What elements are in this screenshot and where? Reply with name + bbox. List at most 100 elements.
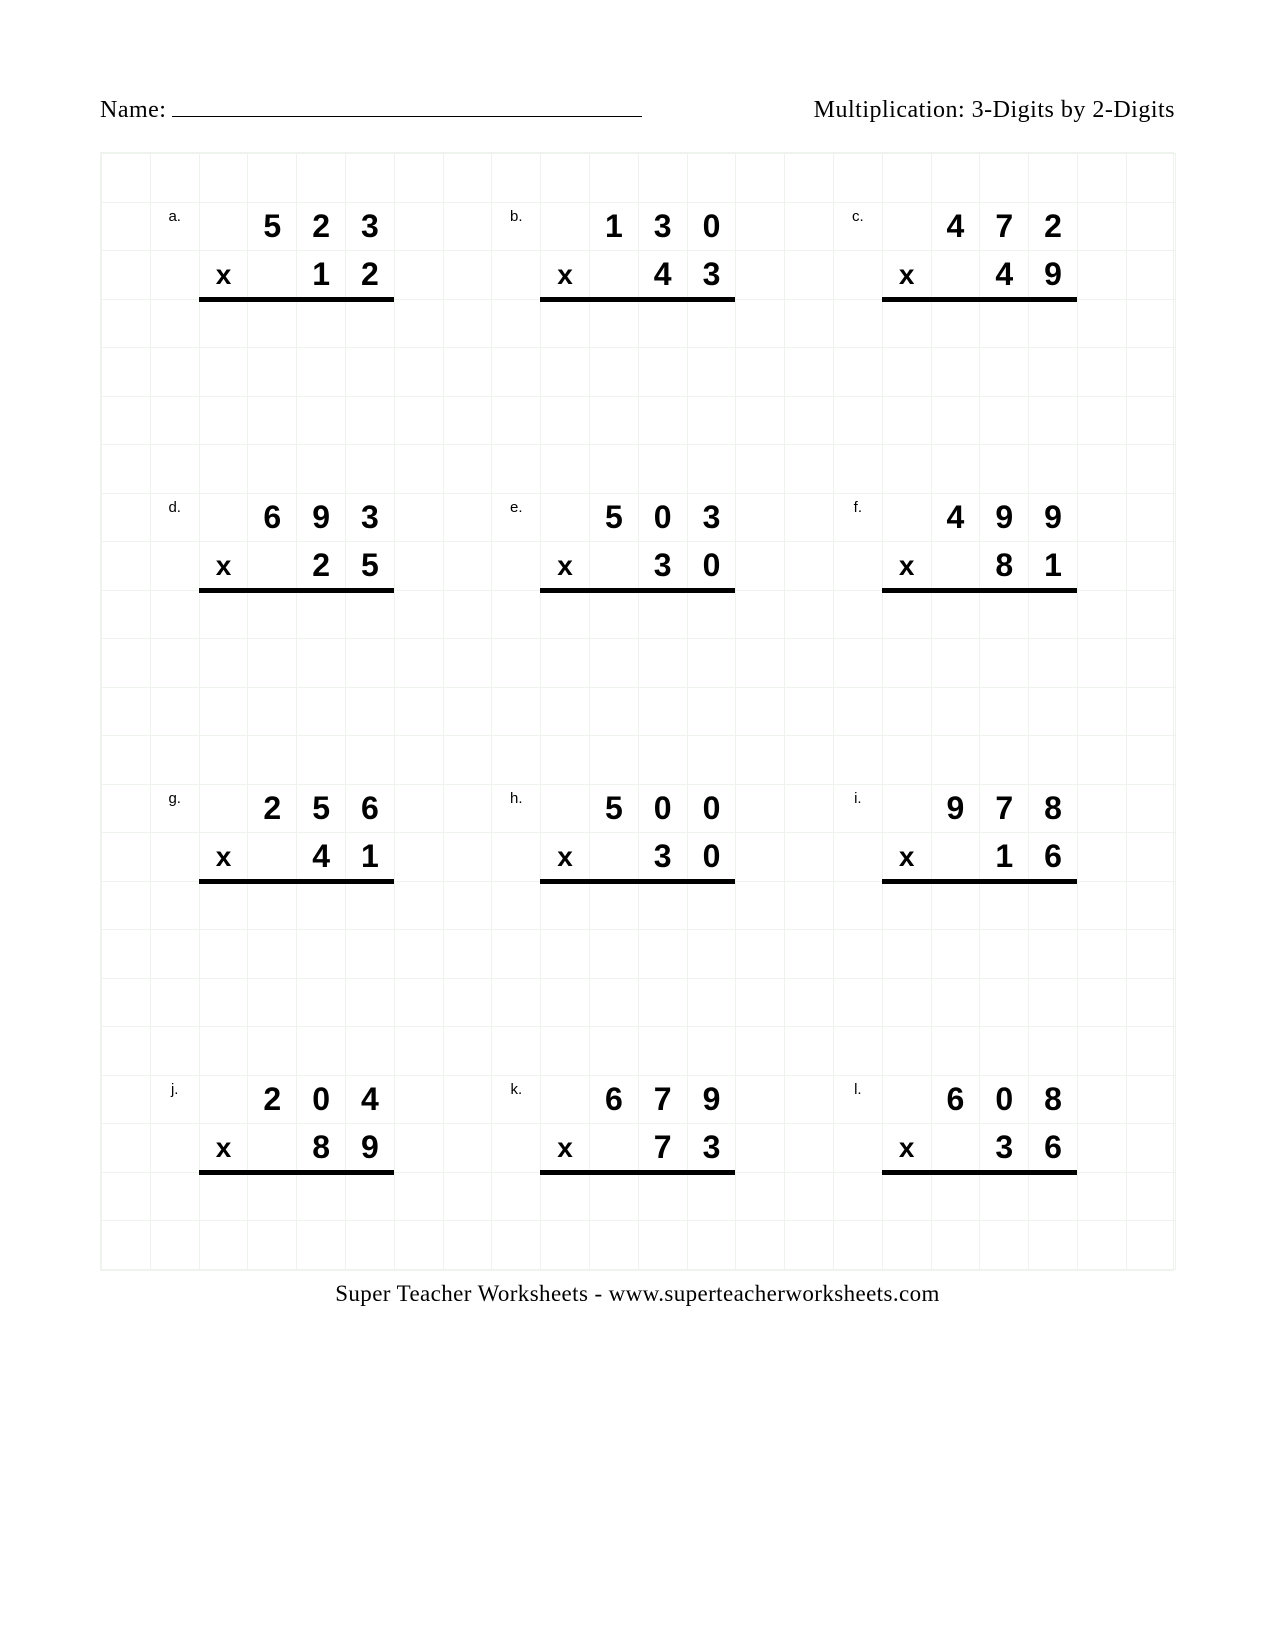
grid-cell [394, 639, 443, 688]
grid-cell [980, 396, 1029, 445]
digit-cell: 1 [1029, 542, 1078, 591]
grid-cell [882, 1027, 931, 1076]
grid-cell [638, 299, 687, 348]
digit-cell [931, 251, 980, 300]
grid-cell [297, 396, 346, 445]
footer-text: Super Teacher Worksheets - www.superteac… [100, 1281, 1175, 1307]
times-sign: x [882, 833, 931, 882]
grid-cell [394, 493, 443, 542]
grid-cell [1077, 1027, 1126, 1076]
grid-cell [248, 978, 297, 1027]
problem-rule [199, 1170, 394, 1175]
grid-cell [882, 978, 931, 1027]
problem-label-a: a. [150, 202, 199, 251]
digit-cell: 4 [980, 251, 1029, 300]
grid-cell [736, 784, 785, 833]
problem-label-d: d. [150, 493, 199, 542]
grid-cell [492, 736, 541, 785]
digit-cell: 5 [345, 542, 394, 591]
grid-cell [443, 542, 492, 591]
digit-cell [248, 833, 297, 882]
grid-cell [394, 930, 443, 979]
grid-cell [1126, 784, 1175, 833]
problem-label-b: b. [492, 202, 541, 251]
digit-cell: 4 [931, 202, 980, 251]
grid-cell [443, 1172, 492, 1221]
digit-cell: 5 [248, 202, 297, 251]
grid-cell [345, 736, 394, 785]
grid-cell [638, 1172, 687, 1221]
worksheet-page: Name: Multiplication: 3-Digits by 2-Digi… [0, 0, 1275, 1307]
grid-cell [297, 348, 346, 397]
grid-cell [833, 930, 882, 979]
grid-cell [199, 687, 248, 736]
grid-cell [980, 1172, 1029, 1221]
grid-cell [1126, 687, 1175, 736]
grid-cell [1077, 736, 1126, 785]
grid-cell [541, 1221, 590, 1270]
grid-cell [345, 154, 394, 203]
grid-cell [1029, 348, 1078, 397]
times-sign: x [541, 1124, 590, 1173]
grid-cell [199, 396, 248, 445]
grid-cell [687, 348, 736, 397]
digit-cell [882, 784, 931, 833]
grid-cell [736, 445, 785, 494]
problem-label-h: h. [492, 784, 541, 833]
grid-cell [1029, 590, 1078, 639]
name-label: Name: [100, 97, 166, 124]
digit-cell: 3 [638, 542, 687, 591]
grid-cell [102, 881, 151, 930]
grid-cell [785, 1075, 834, 1124]
grid-cell [833, 154, 882, 203]
grid-cell [1126, 493, 1175, 542]
grid-cell [492, 1027, 541, 1076]
digit-cell: 6 [1029, 833, 1078, 882]
digit-cell: 0 [638, 493, 687, 542]
grid-cell [297, 590, 346, 639]
grid-cell [199, 978, 248, 1027]
grid-cell [248, 299, 297, 348]
grid-cell [102, 687, 151, 736]
grid-cell [931, 1172, 980, 1221]
problem-label-f: f. [833, 493, 882, 542]
grid-cell [785, 930, 834, 979]
grid-cell [589, 881, 638, 930]
digit-cell: 4 [345, 1075, 394, 1124]
grid-cell [833, 978, 882, 1027]
grid-cell [736, 590, 785, 639]
digit-cell: 0 [687, 833, 736, 882]
grid-cell [1126, 445, 1175, 494]
grid-cell [102, 154, 151, 203]
grid-cell [882, 881, 931, 930]
grid-cell [345, 881, 394, 930]
grid-cell [1077, 202, 1126, 251]
grid-cell [638, 881, 687, 930]
grid-cell [785, 202, 834, 251]
digit-cell: 4 [638, 251, 687, 300]
digit-cell: 7 [638, 1124, 687, 1173]
grid-cell [882, 590, 931, 639]
grid-cell [102, 299, 151, 348]
grid-cell [394, 542, 443, 591]
digit-cell: 7 [980, 202, 1029, 251]
grid-cell [1126, 202, 1175, 251]
grid-cell [833, 251, 882, 300]
grid-cell [882, 396, 931, 445]
times-sign: x [882, 1124, 931, 1173]
grid-cell [833, 736, 882, 785]
grid-cell [785, 639, 834, 688]
grid-cell [102, 590, 151, 639]
grid-cell [492, 396, 541, 445]
grid-cell [1126, 1221, 1175, 1270]
grid-cell [736, 978, 785, 1027]
grid-cell [541, 299, 590, 348]
grid-cell [541, 445, 590, 494]
grid-cell [345, 639, 394, 688]
grid-cell [980, 154, 1029, 203]
grid-cell [687, 299, 736, 348]
times-sign: x [541, 833, 590, 882]
grid-cell [248, 1221, 297, 1270]
grid-cell [102, 833, 151, 882]
name-blank-line[interactable] [172, 95, 642, 117]
